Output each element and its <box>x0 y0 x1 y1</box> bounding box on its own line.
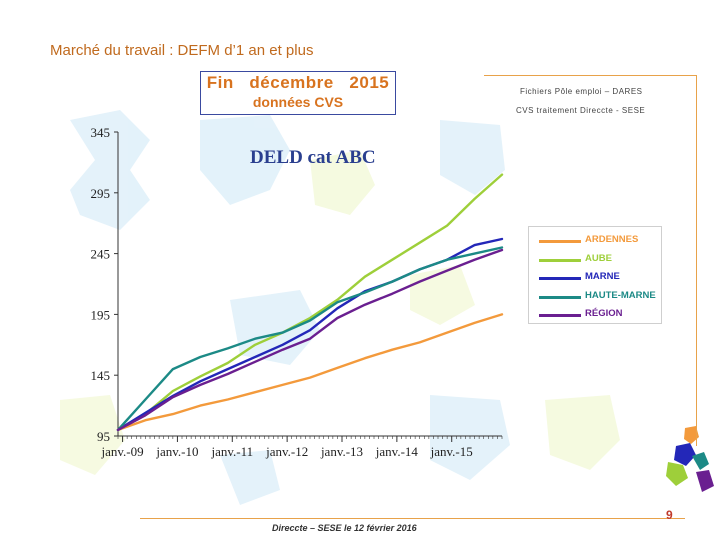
source-processing-text: CVS traitement Direccte - SESE <box>516 106 646 115</box>
footer-divider <box>140 518 685 519</box>
x-tick-label: janv.-12 <box>265 444 308 459</box>
legend-item: HAUTE-MARNE <box>529 289 663 307</box>
y-tick-label: 345 <box>91 125 111 140</box>
subtitle-data-type: données CVS <box>252 94 344 110</box>
series-lines <box>116 173 504 432</box>
series-line-haute-marne <box>116 246 504 432</box>
regional-map-watermark <box>60 110 620 505</box>
legend-swatch <box>539 314 581 317</box>
x-tick-label: janv.-11 <box>210 444 253 459</box>
legend-item: AUBE <box>529 252 663 270</box>
y-tick-label: 145 <box>91 368 111 383</box>
series-line-aube <box>116 173 504 432</box>
series-line-ardennes <box>116 313 504 432</box>
subtitle-box: Fin décembre 2015 données CVS <box>200 71 396 115</box>
y-tick-label: 95 <box>97 429 110 444</box>
legend-swatch <box>539 258 581 262</box>
series-line-région <box>116 248 504 432</box>
champagne-ardenne-map-icon <box>666 426 714 492</box>
chart-axes: 95 145 195 245 295 345 janv.-09 janv.-10 janv.-1… <box>91 125 503 459</box>
y-tick-label: 245 <box>91 247 111 262</box>
legend-label: HAUTE-MARNE <box>585 289 656 301</box>
legend-label: MARNE <box>585 271 620 282</box>
slide-title: Marché du travail : DEFM d’1 an et plus <box>50 42 314 59</box>
x-tick-label: janv.-15 <box>430 444 473 459</box>
legend-item: ARDENNES <box>529 233 663 251</box>
x-tick-label: janv.-14 <box>375 444 419 459</box>
x-tick-label: janv.-10 <box>155 444 198 459</box>
chart-title: DELD cat ABC <box>250 147 376 168</box>
legend-swatch <box>539 295 581 299</box>
footer-credit: Direccte – SESE le 12 février 2016 <box>272 523 417 533</box>
y-tick-label: 295 <box>91 186 111 201</box>
legend-swatch <box>539 240 581 243</box>
y-tick-label: 195 <box>91 307 111 322</box>
x-tick-label: janv.-13 <box>320 444 363 459</box>
legend-item: RÉGION <box>529 307 663 325</box>
page-number: 9 <box>666 508 673 522</box>
legend-swatch <box>539 277 581 280</box>
x-tick-label: janv.-09 <box>101 444 144 459</box>
legend-label: ARDENNES <box>585 234 639 245</box>
chart-legend: ARDENNES AUBE MARNE HAUTE-MARNE RÉGION <box>528 226 662 324</box>
source-text: Fichiers Pôle emploi – DARES <box>520 87 643 96</box>
legend-item: MARNE <box>529 270 663 288</box>
legend-label: RÉGION <box>585 308 623 319</box>
source-bracket-frame <box>484 75 697 446</box>
subtitle-date: Fin décembre 2015 <box>206 73 390 92</box>
legend-label: AUBE <box>585 252 612 264</box>
